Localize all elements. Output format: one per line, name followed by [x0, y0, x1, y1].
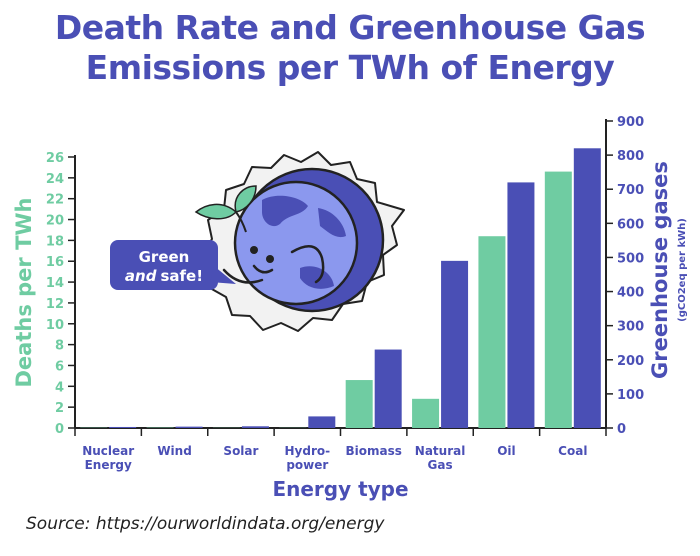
sprout-leaf-right	[234, 185, 257, 213]
left-y-tick-label: 4	[55, 380, 64, 395]
speech-bubble-line-2: and safe!	[125, 267, 203, 285]
x-category-label: Wind	[157, 444, 191, 458]
bar-ghg	[441, 260, 469, 428]
sprout-leaf-left	[194, 203, 238, 220]
bar-ghg	[308, 416, 336, 428]
left-y-tick-label: 6	[55, 359, 64, 374]
left-y-tick-label: 0	[55, 422, 64, 437]
chart-title: Death Rate and Greenhouse Gas Emissions …	[0, 8, 700, 88]
speech-bubble-italic-word: and	[125, 267, 157, 285]
bars-layer	[80, 148, 601, 429]
x-axis-title: Energy type	[272, 477, 408, 501]
right-y-tick-label: 500	[617, 251, 644, 266]
x-category-label: Nuclear	[82, 444, 134, 458]
right-y-axis-unit: (gCO2eq per kWh)	[677, 218, 688, 322]
mascot-arm-left	[222, 268, 264, 284]
left-y-tick-label: 22	[46, 193, 64, 208]
right-y-tick-label: 800	[617, 149, 644, 164]
bar-deaths	[345, 380, 373, 428]
x-category-label: Natural	[415, 444, 466, 458]
right-y-tick-label: 900	[617, 115, 644, 130]
earth-mascot-illustration	[194, 151, 405, 332]
chart-title-line-2: Emissions per TWh of Energy	[85, 48, 615, 87]
earth-continent-shape	[262, 195, 308, 227]
bar-ghg	[175, 426, 203, 428]
right-y-tick-label: 100	[617, 388, 644, 403]
speech-bubble-box	[110, 240, 218, 290]
left-y-tick-label: 2	[55, 401, 64, 416]
left-y-axis-title: Deaths per TWh	[12, 197, 36, 387]
right-y-tick-label: 0	[617, 422, 626, 437]
speech-bubble-tail	[210, 266, 236, 284]
speech-bubble-rest: safe!	[160, 267, 203, 285]
mascot-arm-right	[290, 245, 325, 284]
right-y-tick-label: 300	[617, 320, 644, 335]
mascot-smile	[252, 264, 274, 274]
x-category-label: Energy	[85, 458, 132, 472]
left-y-tick-label: 20	[46, 214, 64, 229]
x-category-label: Oil	[497, 444, 515, 458]
bar-ghg	[241, 426, 269, 428]
x-category-label: Gas	[428, 458, 453, 472]
left-y-tick-label: 14	[46, 276, 64, 291]
right-y-tick-label: 200	[617, 354, 644, 369]
bar-deaths	[544, 171, 572, 429]
left-y-tick-label: 10	[46, 318, 64, 333]
bar-ghg	[507, 182, 535, 428]
mascot-eye-right	[266, 255, 274, 263]
x-category-label: Coal	[558, 444, 587, 458]
x-category-label: power	[286, 458, 328, 472]
source-note: Source: https://ourworldindata.org/energ…	[26, 514, 385, 534]
right-y-tick-label: 400	[617, 286, 644, 301]
left-y-tick-label: 24	[46, 172, 64, 187]
left-y-tick-label: 12	[46, 297, 64, 312]
bar-ghg	[573, 148, 601, 429]
earth-continent-shape	[300, 266, 334, 289]
sprout-stem	[235, 211, 247, 233]
left-y-tick-label: 18	[46, 234, 64, 249]
bar-deaths	[412, 398, 440, 428]
speech-bubble-line-1: Green	[139, 248, 190, 266]
x-category-label: Biomass	[345, 444, 401, 458]
right-y-tick-label: 700	[617, 183, 644, 198]
left-y-tick-label: 16	[46, 255, 64, 270]
bar-ghg	[374, 349, 402, 428]
earth-continent-shape	[318, 208, 346, 238]
speech-bubble: Green and safe!	[110, 240, 236, 290]
left-y-tick-label: 8	[55, 339, 64, 354]
chart-title-line-1: Death Rate and Greenhouse Gas	[54, 8, 646, 47]
x-category-label: Hydro-	[285, 444, 331, 458]
right-y-tick-label: 600	[617, 217, 644, 232]
bar-deaths	[478, 236, 506, 428]
mascot-eye-left	[250, 246, 258, 254]
x-category-label: Solar	[223, 444, 258, 458]
right-y-axis-title: Greenhouse gases	[648, 161, 672, 379]
labels-layer: 0246810121416182022242601002003004005006…	[12, 115, 688, 501]
bar-ghg	[109, 426, 137, 428]
left-y-tick-label: 26	[46, 151, 64, 166]
